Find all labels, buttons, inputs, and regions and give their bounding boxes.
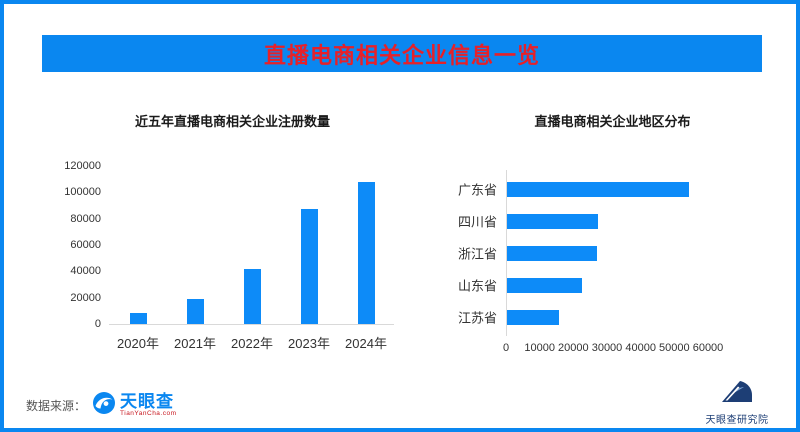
x-tick-60000: 60000 (692, 342, 724, 354)
bar-2021年 (186, 298, 204, 324)
bar-山东省 (507, 277, 583, 293)
bar-2023年 (300, 209, 318, 324)
region-distribution-bar-chart: 直播电商相关企业地区分布 广东省四川省浙江省山东省江苏省 0 10000 20000 3… (440, 105, 785, 360)
y-tick-60000: 60000 (70, 239, 101, 251)
x-tick-10000: 10000 (524, 342, 555, 354)
bar-浙江省 (507, 245, 598, 261)
data-source-label: 数据来源： (26, 398, 87, 413)
x-label-2023年: 2023年 (288, 336, 330, 351)
y-tick-0: 0 (94, 318, 101, 330)
bar-2020年 (129, 313, 147, 324)
x-tick-30000: 30000 (591, 342, 623, 354)
institute-name: 天眼查研究院 (705, 415, 769, 426)
tianyancha-logo: 天眼查 TianYanCha.com (92, 391, 177, 420)
left-chart-title: 近五年直播电商相关企业注册数量 (134, 114, 330, 129)
x-tick-50000: 50000 (659, 342, 690, 354)
x-tick-0: 0 (502, 342, 510, 354)
y-tick-100000: 100000 (64, 186, 101, 199)
y-label-广东省: 广东省 (457, 182, 497, 198)
x-label-2021年: 2021年 (174, 336, 216, 351)
bar-2022年 (243, 268, 261, 324)
y-axis-line (506, 170, 507, 336)
bar-四川省 (507, 213, 598, 229)
tianyancha-eye-icon (92, 391, 116, 420)
x-tick-40000: 40000 (625, 342, 656, 354)
x-tick-20000: 20000 (558, 342, 589, 354)
y-label-四川省: 四川省 (457, 214, 497, 230)
x-axis-line (109, 324, 394, 325)
header-banner: 直播电商相关企业信息一览 (42, 35, 762, 72)
right-chart-title: 直播电商相关企业地区分布 (534, 114, 691, 129)
y-tick-120000: 120000 (64, 160, 101, 172)
y-label-江苏省: 江苏省 (457, 310, 497, 326)
registrations-bar-chart: 近五年直播电商相关企业注册数量 0 20000 40000 60000 80000 100… (60, 105, 405, 360)
x-label-2024年: 2024年 (345, 336, 387, 351)
tianyancha-name: 天眼查 (120, 391, 175, 411)
bar-广东省 (507, 181, 689, 197)
bar-江苏省 (507, 309, 560, 325)
content-card: 直播电商相关企业信息一览 近五年直播电商相关企业注册数量 0 20000 40000… (4, 4, 796, 428)
y-label-浙江省: 浙江省 (457, 246, 497, 262)
page-title: 直播电商相关企业信息一览 (263, 42, 540, 68)
y-tick-20000: 20000 (70, 291, 101, 304)
tianyancha-url: TianYanCha.com (120, 409, 177, 417)
tianyancha-wordmark: 天眼查 TianYanCha.com (120, 393, 177, 418)
x-label-2020年: 2020年 (117, 336, 159, 351)
institute-mark-icon (719, 378, 755, 409)
y-label-山东省: 山东省 (457, 278, 497, 294)
bar-2024年 (357, 181, 375, 324)
data-source-row: 数据来源： 天眼查 TianYanCha.com (26, 389, 177, 421)
y-tick-80000: 80000 (70, 212, 101, 225)
y-tick-40000: 40000 (70, 265, 101, 278)
x-label-2022年: 2022年 (231, 336, 273, 351)
research-institute-logo: 天眼查研究院 (692, 378, 782, 426)
